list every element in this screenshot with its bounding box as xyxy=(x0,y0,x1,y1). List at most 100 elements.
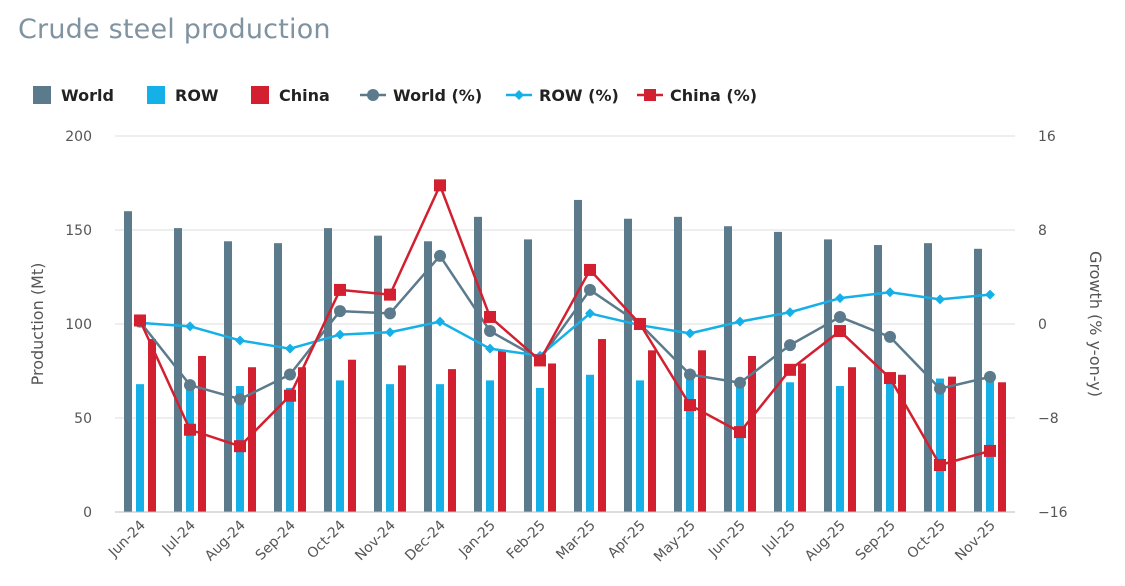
point-china-pct xyxy=(734,426,746,439)
bar-china xyxy=(798,363,806,512)
x-tick-label: Mar-25 xyxy=(553,518,599,564)
point-china-pct xyxy=(384,288,396,301)
point-china-pct xyxy=(284,389,296,402)
legend-item-china[interactable]: China xyxy=(251,86,330,105)
legend-marker xyxy=(644,89,656,101)
y-left-axis-title: Production (Mt) xyxy=(28,263,47,386)
legend-label: ROW (%) xyxy=(539,86,619,105)
point-china-pct xyxy=(634,318,646,330)
legend-item-world[interactable]: World (%) xyxy=(360,86,482,105)
point-china-pct xyxy=(584,263,596,276)
bar-world xyxy=(524,239,532,512)
point-china-pct xyxy=(234,440,246,453)
legend-label: World xyxy=(61,86,114,105)
bar-row xyxy=(386,384,394,512)
y-left-tick-label: 200 xyxy=(65,129,92,145)
legend-marker xyxy=(514,90,524,100)
point-row-pct xyxy=(485,343,495,354)
x-tick-label: Dec-24 xyxy=(402,517,449,564)
y-right-tick-label: 0 xyxy=(1038,317,1047,333)
bar-china xyxy=(548,363,556,512)
bar-world xyxy=(424,241,432,512)
bar-row xyxy=(636,380,644,512)
point-row-pct xyxy=(585,308,595,319)
legend-label: China (%) xyxy=(670,86,757,105)
point-china-pct xyxy=(434,179,446,192)
legend-item-row[interactable]: ROW xyxy=(147,86,219,105)
bar-row xyxy=(486,380,494,512)
bar-world xyxy=(324,228,332,512)
y-left-tick-label: 50 xyxy=(74,411,92,427)
bar-world xyxy=(724,226,732,513)
point-row-pct xyxy=(835,293,845,304)
bar-china xyxy=(948,376,956,512)
bar-row xyxy=(536,387,544,512)
point-china-pct xyxy=(134,314,146,327)
point-china-pct xyxy=(834,325,846,338)
point-china-pct xyxy=(984,444,996,457)
legend-swatch xyxy=(33,86,51,104)
x-tick-label: May-25 xyxy=(651,518,699,566)
point-row-pct xyxy=(285,343,295,354)
legend-item-china[interactable]: China (%) xyxy=(637,86,757,105)
point-world-pct xyxy=(334,305,346,318)
x-tick-label: Jul-25 xyxy=(759,518,799,558)
point-world-pct xyxy=(184,379,196,392)
legend-item-row[interactable]: ROW (%) xyxy=(506,86,619,105)
point-row-pct xyxy=(785,307,795,318)
point-world-pct xyxy=(684,368,696,381)
point-china-pct xyxy=(934,459,946,471)
point-china-pct xyxy=(534,354,546,367)
point-world-pct xyxy=(734,376,746,389)
point-world-pct xyxy=(484,325,496,338)
point-world-pct xyxy=(984,370,996,383)
point-world-pct xyxy=(784,339,796,352)
bar-world xyxy=(224,241,232,512)
legend-label: China xyxy=(279,86,330,105)
point-row-pct xyxy=(435,316,445,327)
x-tick-label: Jan-25 xyxy=(455,518,498,561)
line-china xyxy=(138,184,991,467)
bar-china xyxy=(298,367,306,512)
bar-row xyxy=(936,378,944,512)
y-right-tick-label: 16 xyxy=(1038,129,1056,145)
bar-row xyxy=(436,384,444,512)
x-tick-label: Sep-25 xyxy=(853,518,899,564)
point-china-pct xyxy=(484,310,496,323)
point-row-pct xyxy=(235,335,245,346)
bar-world xyxy=(624,218,632,512)
point-world-pct xyxy=(434,249,446,262)
point-china-pct xyxy=(184,423,196,436)
point-row-pct xyxy=(335,329,345,340)
legend-swatch xyxy=(147,86,165,104)
bar-row xyxy=(886,380,894,512)
point-row-pct xyxy=(685,328,695,339)
bar-world xyxy=(474,216,482,512)
bar-row xyxy=(786,382,794,512)
bar-china xyxy=(998,382,1006,512)
point-row-pct xyxy=(185,321,195,332)
bar-china xyxy=(448,369,456,512)
legend-item-world[interactable]: World xyxy=(33,86,114,105)
x-tick-label: Aug-25 xyxy=(802,518,849,565)
point-china-pct xyxy=(684,399,696,412)
x-tick-label: Jun-24 xyxy=(105,517,149,561)
bar-row xyxy=(286,387,294,512)
bar-china xyxy=(248,367,256,512)
bar-world xyxy=(574,199,582,513)
line-row xyxy=(139,291,991,357)
point-row-pct xyxy=(885,287,895,298)
bar-china xyxy=(598,339,606,512)
x-tick-label: Jun-25 xyxy=(705,518,749,562)
y-right-tick-label: 8 xyxy=(1038,223,1047,239)
y-left-tick-label: 100 xyxy=(65,317,92,333)
bar-world xyxy=(374,235,382,512)
point-china-pct xyxy=(784,363,796,376)
x-tick-label: Oct-25 xyxy=(904,518,949,563)
bar-china xyxy=(748,355,756,512)
y-right-tick-label: −16 xyxy=(1038,505,1068,521)
point-china-pct xyxy=(884,372,896,385)
x-tick-label: Feb-25 xyxy=(504,518,549,563)
x-tick-label: Apr-25 xyxy=(605,518,649,562)
